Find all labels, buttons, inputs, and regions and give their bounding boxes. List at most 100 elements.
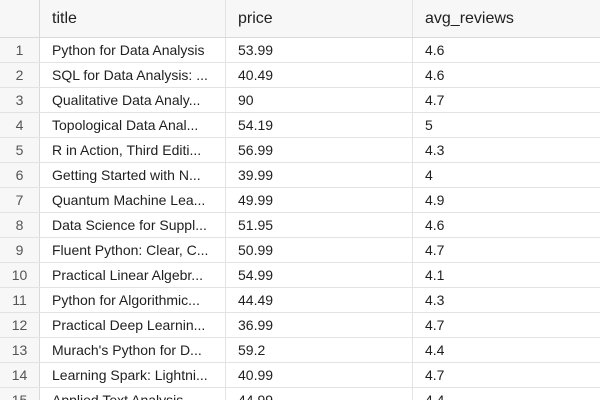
cell-price[interactable]: 51.95 bbox=[226, 213, 413, 237]
cell-title[interactable]: Fluent Python: Clear, C... bbox=[40, 238, 226, 262]
row-index: 12 bbox=[0, 313, 40, 337]
cell-price[interactable]: 40.49 bbox=[226, 63, 413, 87]
row-index: 8 bbox=[0, 213, 40, 237]
row-index: 2 bbox=[0, 63, 40, 87]
table-row[interactable]: 13 Murach's Python for D... 59.2 4.4 bbox=[0, 338, 600, 363]
cell-text: 39.99 bbox=[238, 167, 274, 183]
cell-title[interactable]: Qualitative Data Analy... bbox=[40, 88, 226, 112]
cell-avg-reviews[interactable]: 4 bbox=[413, 163, 600, 187]
cell-title[interactable]: Practical Deep Learnin... bbox=[40, 313, 226, 337]
cell-text: 49.99 bbox=[238, 192, 274, 208]
cell-avg-reviews[interactable]: 4.7 bbox=[413, 88, 600, 112]
table-row[interactable]: 8 Data Science for Suppl... 51.95 4.6 bbox=[0, 213, 600, 238]
table-row[interactable]: 15 Applied Text Analysis 44.99 4.4 bbox=[0, 388, 600, 400]
cell-title[interactable]: Python for Algorithmic... bbox=[40, 288, 226, 312]
cell-avg-reviews[interactable]: 4.4 bbox=[413, 338, 600, 362]
cell-avg-reviews[interactable]: 4.1 bbox=[413, 263, 600, 287]
header-row: title price avg_reviews bbox=[0, 0, 600, 38]
cell-price[interactable]: 39.99 bbox=[226, 163, 413, 187]
cell-text: Data Science for Suppl... bbox=[52, 217, 207, 233]
cell-price[interactable]: 44.99 bbox=[226, 388, 413, 400]
cell-title[interactable]: Practical Linear Algebr... bbox=[40, 263, 226, 287]
cell-text: 4.6 bbox=[425, 217, 445, 233]
cell-text: 4.7 bbox=[425, 317, 445, 333]
cell-avg-reviews[interactable]: 4.3 bbox=[413, 288, 600, 312]
cell-price[interactable]: 36.99 bbox=[226, 313, 413, 337]
cell-title[interactable]: Murach's Python for D... bbox=[40, 338, 226, 362]
cell-title[interactable]: SQL for Data Analysis: ... bbox=[40, 63, 226, 87]
cell-title[interactable]: Applied Text Analysis bbox=[40, 388, 226, 400]
row-index: 11 bbox=[0, 288, 40, 312]
table-row[interactable]: 2 SQL for Data Analysis: ... 40.49 4.6 bbox=[0, 63, 600, 88]
cell-text: Qualitative Data Analy... bbox=[52, 92, 201, 108]
column-header-label: price bbox=[238, 9, 273, 27]
cell-price[interactable]: 50.99 bbox=[226, 238, 413, 262]
cell-text: Murach's Python for D... bbox=[52, 342, 202, 358]
cell-text: Python for Data Analysis bbox=[52, 42, 205, 58]
row-index: 6 bbox=[0, 163, 40, 187]
cell-text: SQL for Data Analysis: ... bbox=[52, 67, 208, 83]
column-header-label: title bbox=[52, 9, 77, 27]
cell-avg-reviews[interactable]: 4.6 bbox=[413, 38, 600, 62]
table-row[interactable]: 1 Python for Data Analysis 53.99 4.6 bbox=[0, 38, 600, 63]
cell-text: Topological Data Anal... bbox=[52, 117, 199, 133]
cell-price[interactable]: 54.19 bbox=[226, 113, 413, 137]
cell-text: 36.99 bbox=[238, 317, 274, 333]
cell-avg-reviews[interactable]: 4.9 bbox=[413, 188, 600, 212]
table-row[interactable]: 12 Practical Deep Learnin... 36.99 4.7 bbox=[0, 313, 600, 338]
cell-price[interactable]: 90 bbox=[226, 88, 413, 112]
cell-price[interactable]: 49.99 bbox=[226, 188, 413, 212]
cell-avg-reviews[interactable]: 4.7 bbox=[413, 313, 600, 337]
table-row[interactable]: 14 Learning Spark: Lightni... 40.99 4.7 bbox=[0, 363, 600, 388]
cell-text: 4.4 bbox=[425, 392, 445, 400]
cell-price[interactable]: 59.2 bbox=[226, 338, 413, 362]
cell-text: 5 bbox=[425, 117, 433, 133]
cell-avg-reviews[interactable]: 4.4 bbox=[413, 388, 600, 400]
cell-price[interactable]: 44.49 bbox=[226, 288, 413, 312]
cell-avg-reviews[interactable]: 4.3 bbox=[413, 138, 600, 162]
cell-text: 90 bbox=[238, 92, 254, 108]
cell-text: 54.19 bbox=[238, 117, 274, 133]
cell-avg-reviews[interactable]: 4.7 bbox=[413, 363, 600, 387]
cell-avg-reviews[interactable]: 4.6 bbox=[413, 63, 600, 87]
cell-price[interactable]: 54.99 bbox=[226, 263, 413, 287]
cell-text: Getting Started with N... bbox=[52, 167, 201, 183]
cell-title[interactable]: R in Action, Third Editi... bbox=[40, 138, 226, 162]
cell-title[interactable]: Quantum Machine Lea... bbox=[40, 188, 226, 212]
cell-title[interactable]: Getting Started with N... bbox=[40, 163, 226, 187]
cell-avg-reviews[interactable]: 4.6 bbox=[413, 213, 600, 237]
table-row[interactable]: 6 Getting Started with N... 39.99 4 bbox=[0, 163, 600, 188]
table-row[interactable]: 7 Quantum Machine Lea... 49.99 4.9 bbox=[0, 188, 600, 213]
cell-avg-reviews[interactable]: 5 bbox=[413, 113, 600, 137]
cell-text: 4.7 bbox=[425, 367, 445, 383]
column-header-price[interactable]: price bbox=[226, 0, 413, 37]
table-row[interactable]: 9 Fluent Python: Clear, C... 50.99 4.7 bbox=[0, 238, 600, 263]
cell-text: 4.4 bbox=[425, 342, 445, 358]
cell-text: 4 bbox=[425, 167, 433, 183]
table-row[interactable]: 5 R in Action, Third Editi... 56.99 4.3 bbox=[0, 138, 600, 163]
table-row[interactable]: 10 Practical Linear Algebr... 54.99 4.1 bbox=[0, 263, 600, 288]
cell-price[interactable]: 56.99 bbox=[226, 138, 413, 162]
cell-price[interactable]: 40.99 bbox=[226, 363, 413, 387]
cell-text: 4.7 bbox=[425, 242, 445, 258]
cell-title[interactable]: Data Science for Suppl... bbox=[40, 213, 226, 237]
column-header-title[interactable]: title bbox=[40, 0, 226, 37]
cell-text: Practical Deep Learnin... bbox=[52, 317, 206, 333]
row-index: 14 bbox=[0, 363, 40, 387]
cell-text: R in Action, Third Editi... bbox=[52, 142, 202, 158]
column-header-avg-reviews[interactable]: avg_reviews bbox=[413, 0, 600, 37]
cell-title[interactable]: Python for Data Analysis bbox=[40, 38, 226, 62]
cell-text: Applied Text Analysis bbox=[52, 392, 184, 400]
table-row[interactable]: 4 Topological Data Anal... 54.19 5 bbox=[0, 113, 600, 138]
cell-avg-reviews[interactable]: 4.7 bbox=[413, 238, 600, 262]
cell-title[interactable]: Learning Spark: Lightni... bbox=[40, 363, 226, 387]
index-header bbox=[0, 0, 40, 37]
cell-title[interactable]: Topological Data Anal... bbox=[40, 113, 226, 137]
row-index: 15 bbox=[0, 388, 40, 400]
table-row[interactable]: 3 Qualitative Data Analy... 90 4.7 bbox=[0, 88, 600, 113]
row-index: 1 bbox=[0, 38, 40, 62]
table-row[interactable]: 11 Python for Algorithmic... 44.49 4.3 bbox=[0, 288, 600, 313]
cell-price[interactable]: 53.99 bbox=[226, 38, 413, 62]
cell-text: Quantum Machine Lea... bbox=[52, 192, 206, 208]
